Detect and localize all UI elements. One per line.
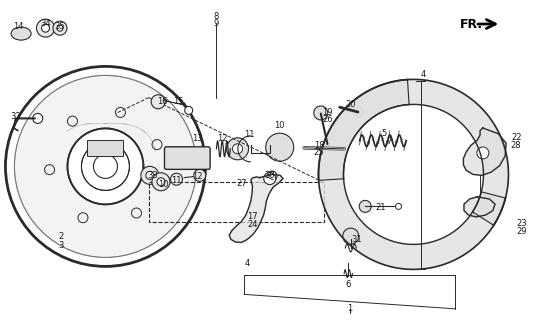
Text: 19: 19 (322, 108, 332, 117)
Polygon shape (319, 80, 506, 269)
Bar (149, 182, 324, 222)
Circle shape (194, 169, 206, 181)
Text: 4: 4 (244, 259, 250, 268)
Circle shape (266, 133, 294, 161)
Text: FR.: FR. (460, 18, 483, 30)
Text: 27: 27 (236, 180, 247, 188)
Text: 3: 3 (58, 241, 64, 250)
Text: 15: 15 (174, 97, 184, 106)
Circle shape (226, 138, 249, 160)
Polygon shape (319, 79, 508, 225)
Polygon shape (463, 128, 506, 175)
Text: 29: 29 (517, 228, 527, 236)
Text: 4: 4 (420, 70, 426, 79)
Text: 8: 8 (214, 12, 219, 21)
Text: 10: 10 (158, 180, 168, 189)
Circle shape (264, 172, 276, 185)
Circle shape (233, 144, 243, 154)
Text: 5: 5 (381, 129, 387, 138)
Text: 26: 26 (322, 116, 333, 124)
Bar (88, 140, 123, 156)
Text: 13: 13 (191, 134, 203, 143)
Polygon shape (14, 76, 196, 257)
Text: 24: 24 (248, 220, 258, 229)
Text: 30: 30 (264, 171, 275, 180)
Text: 28: 28 (511, 141, 522, 150)
Text: 23: 23 (516, 220, 527, 228)
Circle shape (343, 228, 359, 244)
Text: 7: 7 (386, 137, 391, 146)
Text: 16: 16 (157, 97, 168, 106)
Text: 32: 32 (10, 112, 21, 121)
Circle shape (314, 106, 328, 120)
Text: 34: 34 (40, 19, 51, 28)
Circle shape (53, 21, 67, 35)
Text: 11: 11 (245, 130, 255, 139)
Circle shape (141, 166, 159, 184)
Text: 6: 6 (346, 280, 351, 289)
Text: 33: 33 (147, 171, 158, 180)
Circle shape (353, 107, 363, 117)
Text: 31: 31 (351, 235, 362, 244)
Circle shape (267, 171, 277, 181)
Circle shape (146, 172, 154, 179)
Text: 17: 17 (247, 212, 258, 221)
Polygon shape (229, 174, 283, 243)
Circle shape (33, 113, 43, 124)
Text: 12: 12 (192, 172, 202, 181)
Circle shape (359, 200, 371, 212)
Circle shape (152, 173, 170, 191)
Ellipse shape (11, 27, 31, 40)
Text: 35: 35 (54, 22, 65, 31)
Text: 2: 2 (58, 232, 64, 241)
Circle shape (157, 178, 165, 186)
Circle shape (151, 95, 165, 109)
Circle shape (57, 25, 63, 31)
Text: 21: 21 (376, 203, 386, 212)
Text: 20: 20 (346, 100, 356, 109)
Circle shape (170, 173, 183, 185)
Text: 1: 1 (347, 304, 352, 313)
Text: 22: 22 (511, 133, 521, 142)
FancyBboxPatch shape (164, 147, 210, 169)
Text: 18: 18 (314, 141, 325, 150)
Circle shape (42, 24, 49, 32)
Text: 11: 11 (171, 176, 181, 185)
Text: 14: 14 (13, 22, 23, 31)
Text: 9: 9 (214, 19, 219, 28)
Text: 12: 12 (217, 134, 227, 143)
Circle shape (185, 106, 193, 114)
Polygon shape (68, 128, 143, 204)
Circle shape (396, 204, 401, 209)
Circle shape (37, 19, 54, 37)
Text: 25: 25 (314, 148, 324, 157)
Polygon shape (464, 197, 495, 217)
Circle shape (477, 147, 489, 159)
Text: 10: 10 (274, 121, 284, 130)
